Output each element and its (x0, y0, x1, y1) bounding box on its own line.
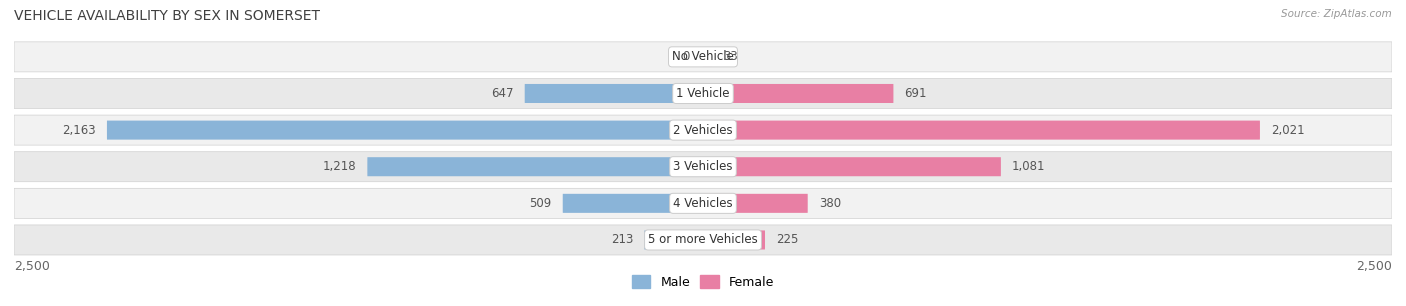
Text: 691: 691 (904, 87, 927, 100)
Text: 1 Vehicle: 1 Vehicle (676, 87, 730, 100)
FancyBboxPatch shape (14, 115, 1392, 145)
FancyBboxPatch shape (562, 194, 703, 213)
FancyBboxPatch shape (14, 152, 1392, 182)
Text: No Vehicle: No Vehicle (672, 50, 734, 63)
Text: 1,081: 1,081 (1012, 160, 1046, 173)
Legend: Male, Female: Male, Female (627, 271, 779, 294)
FancyBboxPatch shape (367, 157, 703, 176)
Text: 2,500: 2,500 (14, 260, 51, 273)
FancyBboxPatch shape (644, 230, 703, 249)
Text: 2,163: 2,163 (62, 124, 96, 136)
FancyBboxPatch shape (14, 78, 1392, 109)
Text: 509: 509 (530, 197, 551, 210)
Text: 2,021: 2,021 (1271, 124, 1305, 136)
Text: 380: 380 (818, 197, 841, 210)
FancyBboxPatch shape (14, 42, 1392, 72)
FancyBboxPatch shape (703, 121, 1260, 140)
Text: VEHICLE AVAILABILITY BY SEX IN SOMERSET: VEHICLE AVAILABILITY BY SEX IN SOMERSET (14, 9, 321, 23)
FancyBboxPatch shape (703, 47, 711, 66)
FancyBboxPatch shape (703, 84, 893, 103)
Text: 3 Vehicles: 3 Vehicles (673, 160, 733, 173)
Text: 1,218: 1,218 (323, 160, 356, 173)
Text: 4 Vehicles: 4 Vehicles (673, 197, 733, 210)
Text: 0: 0 (682, 50, 689, 63)
Text: 647: 647 (491, 87, 513, 100)
Text: 2 Vehicles: 2 Vehicles (673, 124, 733, 136)
FancyBboxPatch shape (703, 230, 765, 249)
FancyBboxPatch shape (14, 225, 1392, 255)
Text: Source: ZipAtlas.com: Source: ZipAtlas.com (1281, 9, 1392, 19)
Text: 225: 225 (776, 233, 799, 246)
Text: 5 or more Vehicles: 5 or more Vehicles (648, 233, 758, 246)
FancyBboxPatch shape (703, 194, 807, 213)
Text: 33: 33 (723, 50, 738, 63)
FancyBboxPatch shape (524, 84, 703, 103)
Text: 213: 213 (610, 233, 633, 246)
FancyBboxPatch shape (14, 188, 1392, 218)
FancyBboxPatch shape (107, 121, 703, 140)
FancyBboxPatch shape (703, 157, 1001, 176)
Text: 2,500: 2,500 (1355, 260, 1392, 273)
